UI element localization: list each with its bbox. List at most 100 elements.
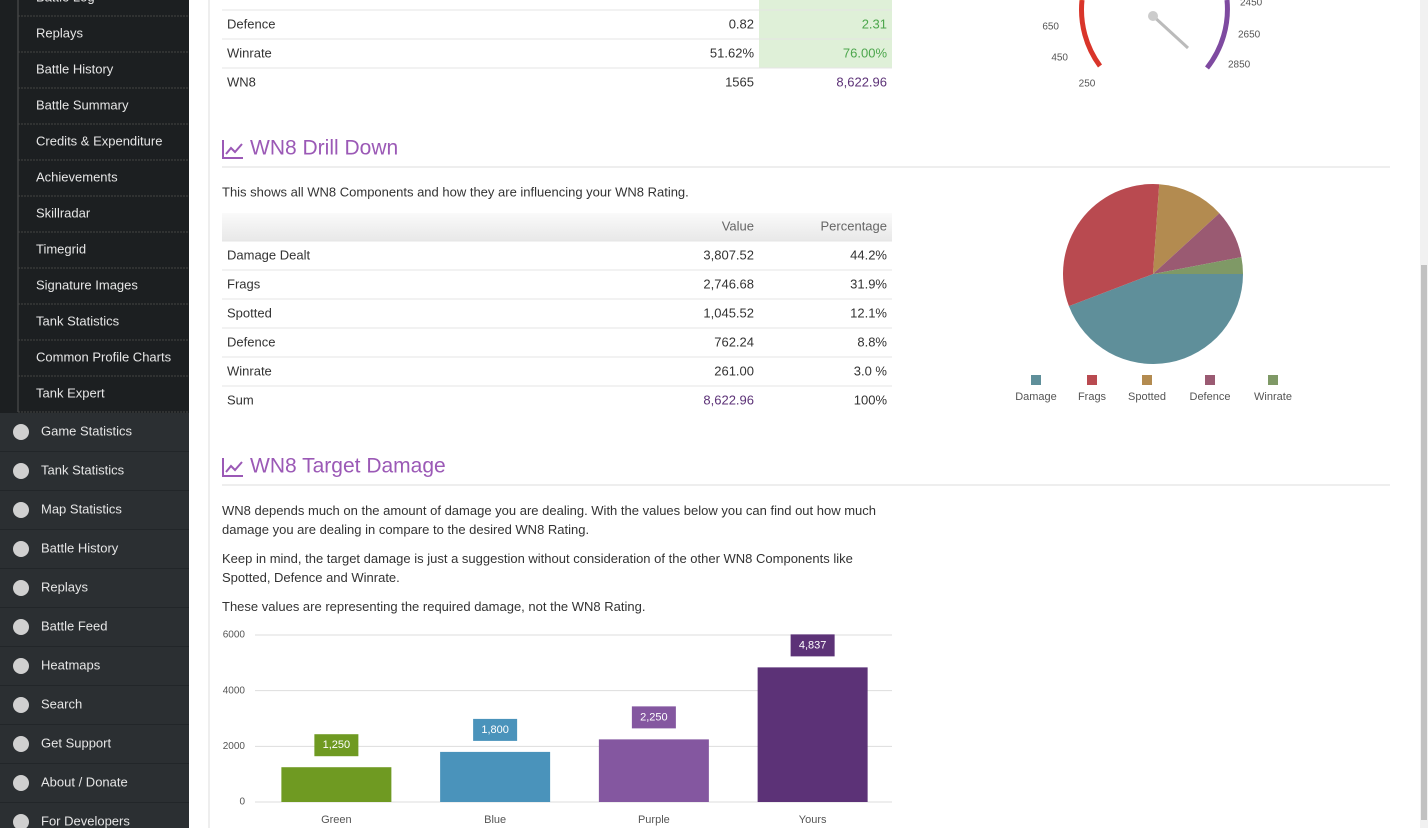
value-label: 4,837 (799, 639, 827, 651)
section-title: WN8 Target Damage (250, 455, 446, 478)
legend-swatch (1087, 375, 1097, 385)
x-tick-label: Purple (638, 814, 670, 826)
menu-icon (13, 502, 29, 518)
cell: 44.2% (850, 247, 887, 262)
gauge-label: 2850 (1228, 60, 1251, 71)
menu-item[interactable]: Map Statistics (41, 501, 122, 516)
menu-item-bg (0, 686, 189, 724)
legend-label: Damage (1015, 391, 1057, 403)
menu-item[interactable]: Heatmaps (41, 657, 101, 672)
submenu-item[interactable]: Battle Log (36, 0, 95, 4)
menu-item[interactable]: About / Donate (41, 774, 128, 789)
submenu-item[interactable]: Tank Statistics (36, 313, 120, 328)
cell: Frags (227, 276, 261, 291)
legend-label: Defence (1190, 391, 1231, 403)
menu-icon (13, 775, 29, 791)
section-icon (222, 458, 243, 477)
menu-item-bg (0, 725, 189, 763)
gauge-label: 250 (1079, 79, 1096, 90)
menu-item[interactable]: Tank Statistics (41, 462, 125, 477)
pie-slice (1068, 274, 1243, 365)
paragraph: These values are representing the requir… (222, 599, 646, 614)
paragraph: WN8 depends much on the amount of damage… (222, 503, 876, 537)
menu-item-bg (0, 608, 189, 646)
cell: Winrate (227, 363, 272, 378)
pie-slice (1153, 213, 1242, 274)
cell: 1,045.52 (703, 305, 754, 320)
cell: WN8 (227, 74, 256, 89)
bar (440, 751, 551, 802)
paragraph: Keep in mind, the target damage is just … (222, 551, 853, 585)
submenu-bg (0, 0, 189, 413)
submenu-item[interactable]: Signature Images (36, 277, 138, 292)
cell: 1565 (725, 74, 754, 89)
pie-slice (1063, 184, 1160, 307)
cell: Sum (227, 392, 254, 407)
cell: 2.31 (862, 16, 887, 31)
menu-item[interactable]: Replays (41, 579, 88, 594)
table-header (222, 213, 892, 241)
cell: Spotted (227, 305, 272, 320)
submenu-item[interactable]: Replays (36, 25, 83, 40)
menu-item-bg (0, 803, 189, 828)
cell: 3,807.52 (703, 247, 754, 262)
submenu-item[interactable]: Tank Expert (36, 385, 105, 400)
submenu-item[interactable]: Credits & Expenditure (36, 133, 162, 148)
menu-icon (13, 814, 29, 828)
cell: Winrate (227, 45, 272, 60)
menu-icon (13, 736, 29, 752)
value-label-box (473, 718, 518, 741)
menu-item[interactable]: Get Support (41, 735, 111, 750)
bar (757, 667, 868, 802)
value-label: 1,250 (323, 739, 351, 751)
pie-slice (1153, 257, 1243, 274)
bar (598, 739, 709, 802)
menu-icon (13, 541, 29, 557)
section-title: WN8 Drill Down (250, 137, 398, 160)
bar (281, 767, 392, 802)
menu-item[interactable]: Battle Feed (41, 618, 108, 633)
column-header: Value (722, 218, 754, 233)
submenu-item[interactable]: Skillradar (36, 205, 91, 220)
submenu-item[interactable]: Achievements (36, 169, 118, 184)
value-label-box (790, 634, 835, 657)
y-tick-label: 4000 (223, 685, 246, 696)
menu-item-bg (0, 647, 189, 685)
menu-icon (13, 658, 29, 674)
menu-item[interactable]: For Developers (41, 813, 130, 828)
menu-icon (13, 580, 29, 596)
cell: 261.00 (714, 363, 754, 378)
cell: 2,746.68 (703, 276, 754, 291)
cell: 8,622.96 (836, 74, 887, 89)
column-header: Percentage (821, 218, 888, 233)
menu-item[interactable]: Battle History (41, 540, 119, 555)
cell: 762.24 (714, 334, 754, 349)
cell: 76.00% (843, 45, 888, 60)
menu-item[interactable]: Game Statistics (41, 423, 133, 438)
submenu-item[interactable]: Battle History (36, 61, 114, 76)
y-tick-label: 0 (239, 797, 245, 808)
menu-item[interactable]: Search (41, 696, 82, 711)
gauge-needle (1150, 13, 1190, 50)
submenu-item[interactable]: Battle Summary (36, 97, 129, 112)
menu-item-bg (0, 530, 189, 568)
gauge-label: 450 (1051, 53, 1068, 64)
cell: Defence (227, 334, 275, 349)
submenu-item[interactable]: Timegrid (36, 241, 86, 256)
legend-label: Spotted (1128, 391, 1166, 403)
gauge-label: 650 (1042, 22, 1059, 33)
x-tick-label: Blue (484, 814, 506, 826)
x-tick-label: Green (321, 814, 352, 826)
submenu-item[interactable]: Common Profile Charts (36, 349, 172, 364)
value-label-box (631, 706, 676, 729)
cell: 12.1% (850, 305, 887, 320)
scroll-thumb[interactable] (1421, 265, 1427, 820)
highlight-column (759, 0, 892, 68)
cell: 100% (854, 392, 888, 407)
cell: 31.9% (850, 276, 887, 291)
cell: 3.0 % (854, 363, 888, 378)
legend-swatch (1031, 375, 1041, 385)
cell: Damage Dealt (227, 247, 310, 262)
legend-swatch (1205, 375, 1215, 385)
